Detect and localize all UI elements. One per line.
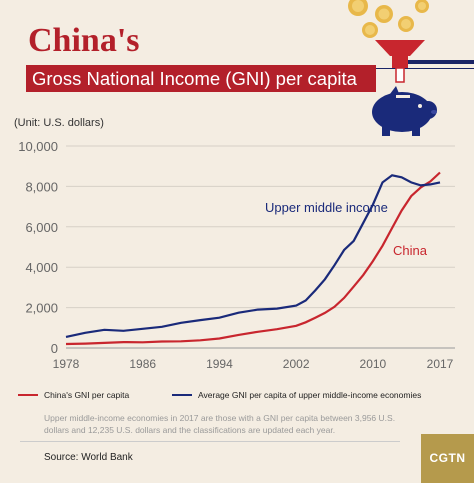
cgtn-logo: CGTN	[421, 434, 474, 483]
piggy-bank-illustration	[348, 0, 474, 136]
footnote-divider	[20, 441, 400, 442]
y-tick-label: 4,000	[25, 260, 58, 275]
grid-layer	[66, 145, 455, 349]
coin-icon	[398, 16, 414, 32]
coin-icon	[415, 0, 429, 13]
coin-icon	[375, 5, 393, 23]
x-tick-label: 1978	[53, 357, 80, 371]
legend-item-china: China's GNI per capita	[18, 390, 129, 400]
y-tick-label: 0	[51, 341, 58, 356]
coin-icon	[348, 0, 368, 16]
legend-swatch-upper-middle	[172, 394, 192, 396]
piggy-bank-icon	[372, 86, 437, 136]
x-tick-label: 2010	[360, 357, 387, 371]
gni-line-chart: 0 2,000 4,000 6,000 8,000 10,000 1978 1986 1994…	[18, 139, 455, 371]
x-tick-label: 1994	[206, 357, 233, 371]
source-credit: Source: World Bank	[44, 452, 133, 463]
chart-subtitle: Gross National Income (GNI) per capita	[26, 65, 376, 92]
y-tick-label: 8,000	[25, 179, 58, 194]
legend-label-china: China's GNI per capita	[44, 390, 130, 400]
pipe-line	[408, 60, 474, 64]
series-line-upper-middle	[65, 174, 441, 338]
annotation-upper-middle-income: Upper middle income	[265, 200, 388, 215]
chart-legend: China's GNI per capita Average GNI per c…	[0, 384, 474, 406]
annotation-china: China	[393, 243, 428, 258]
y-axis-labels: 0 2,000 4,000 6,000 8,000 10,000	[18, 139, 58, 356]
legend-swatch-china	[18, 394, 38, 396]
coin-icon	[362, 22, 378, 38]
x-tick-label: 2002	[283, 357, 310, 371]
page-title: China's	[28, 22, 140, 59]
x-tick-label: 2017	[427, 357, 454, 371]
y-tick-label: 10,000	[18, 139, 58, 154]
y-tick-label: 2,000	[25, 301, 58, 316]
legend-item-upper-middle: Average GNI per capita of upper middle-i…	[172, 390, 421, 400]
legend-label-upper-middle: Average GNI per capita of upper middle-i…	[198, 390, 422, 400]
subtitle-divider	[376, 68, 474, 69]
footnote: Upper middle-income economies in 2017 ar…	[44, 413, 396, 435]
x-tick-label: 1986	[129, 357, 156, 371]
series-line-china	[65, 171, 441, 346]
y-tick-label: 6,000	[25, 220, 58, 235]
x-axis-labels: 1978 1986 1994 2002 2010 2017	[53, 357, 454, 371]
funnel-icon	[375, 40, 425, 83]
unit-label: (Unit: U.S. dollars)	[14, 117, 104, 129]
